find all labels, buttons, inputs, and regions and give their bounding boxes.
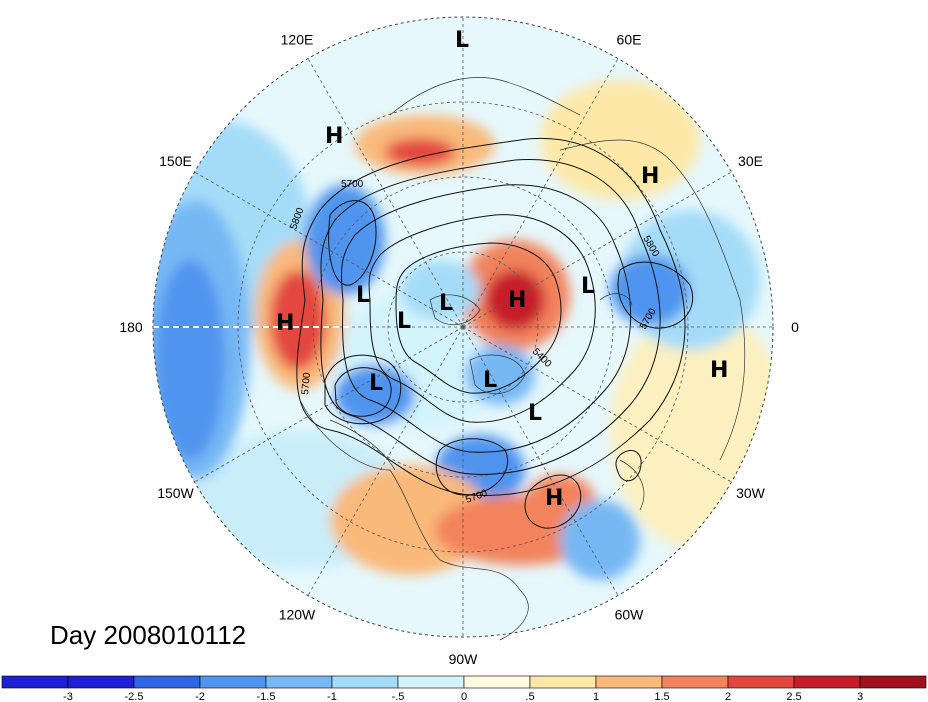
high-center-marker: H bbox=[325, 124, 343, 149]
colorbar-swatch bbox=[727, 675, 795, 689]
contour-label: 5700 bbox=[341, 179, 364, 190]
pressure-centers: L H H H L L L H L H L L H L H bbox=[276, 28, 728, 511]
meridian-line bbox=[307, 58, 464, 328]
longitude-label: 150W bbox=[157, 485, 194, 501]
contour-label: 5700 bbox=[300, 372, 313, 396]
day-label: Day 2008010112 bbox=[50, 620, 247, 650]
colorbar-swatch bbox=[331, 675, 399, 689]
colorbar-swatch bbox=[793, 675, 861, 689]
colorbar-swatch bbox=[67, 675, 135, 689]
colorbar-swatch bbox=[529, 675, 597, 689]
longitude-label: 90W bbox=[449, 651, 479, 667]
colorbar-swatch bbox=[661, 675, 729, 689]
longitude-label: 120E bbox=[281, 32, 314, 48]
colorbar-tick-label: 1.5 bbox=[654, 691, 669, 702]
low-center-marker: L bbox=[528, 401, 542, 426]
polar-map: 5700 5800 5800 5700 5700 5400 5700 90E60… bbox=[119, 0, 799, 667]
anomaly-field bbox=[153, 17, 773, 637]
longitude-label: 120W bbox=[279, 607, 316, 623]
low-center-marker: L bbox=[356, 283, 370, 308]
high-center-marker: H bbox=[710, 358, 728, 383]
longitude-label: 0 bbox=[791, 319, 799, 335]
longitude-label: 30W bbox=[736, 485, 766, 501]
meridians bbox=[153, 17, 773, 637]
colorbar-tick-label: 1 bbox=[593, 691, 599, 702]
low-center-marker: L bbox=[455, 28, 469, 53]
colorbar-tick-label: -1.5 bbox=[257, 691, 276, 702]
meridian-line bbox=[462, 326, 732, 483]
colorbar-tick-label: 0 bbox=[461, 691, 467, 702]
colorbar: -3 -2.5 -2 -1.5 -1 -.5 0 .5 1 1.5 2 2.5 3 bbox=[1, 675, 927, 702]
meridian-line bbox=[462, 326, 619, 596]
high-center-marker: H bbox=[545, 486, 563, 511]
colorbar-swatch bbox=[463, 675, 531, 689]
height-contours bbox=[296, 138, 693, 529]
colorbar-tick-label: -2 bbox=[195, 691, 205, 702]
meridian-line bbox=[462, 58, 619, 328]
colorbar-tick-label: 2 bbox=[725, 691, 731, 702]
meridian-line bbox=[194, 326, 464, 483]
colorbar-tick-label: -.5 bbox=[392, 691, 405, 702]
low-center-marker: L bbox=[369, 371, 383, 396]
colorbar-swatch bbox=[133, 675, 201, 689]
coastlines bbox=[299, 77, 746, 641]
low-center-marker: L bbox=[483, 368, 497, 393]
colorbar-tick-label: -3 bbox=[63, 691, 73, 702]
low-center-marker: L bbox=[581, 274, 595, 299]
colorbar-tick-label: .5 bbox=[525, 691, 534, 702]
high-center-marker: H bbox=[276, 311, 294, 336]
colorbar-tick-label: 3 bbox=[857, 691, 863, 702]
low-center-marker: L bbox=[439, 291, 453, 316]
colorbar-swatch bbox=[859, 675, 927, 689]
longitude-label: 30E bbox=[738, 153, 763, 169]
colorbar-swatch bbox=[199, 675, 267, 689]
longitude-label: 90E bbox=[451, 0, 476, 3]
low-center-marker: L bbox=[397, 309, 411, 334]
high-center-marker: H bbox=[641, 164, 659, 189]
map-boundary bbox=[152, 16, 774, 638]
colorbar-boxes bbox=[1, 675, 927, 689]
meridian-line bbox=[462, 171, 732, 328]
colorbar-swatch bbox=[397, 675, 465, 689]
colorbar-tick-label: -2.5 bbox=[125, 691, 144, 702]
colorbar-swatch bbox=[1, 675, 69, 689]
longitude-label: 60E bbox=[617, 32, 642, 48]
high-center-marker: H bbox=[508, 288, 526, 313]
colorbar-tick-label: 2.5 bbox=[786, 691, 801, 702]
longitude-label: 150E bbox=[159, 153, 192, 169]
colorbar-swatch bbox=[265, 675, 333, 689]
meridian-line bbox=[307, 326, 464, 596]
colorbar-ticks: -3 -2.5 -2 -1.5 -1 -.5 0 .5 1 1.5 2 2.5 3 bbox=[63, 691, 863, 702]
longitude-label: 180 bbox=[119, 319, 143, 335]
meridian-line bbox=[194, 171, 464, 328]
longitude-labels: 90E 60E 30E 0 30W 60W 90W 120W 150W 180 150E 120E bbox=[119, 0, 799, 667]
colorbar-tick-label: -1 bbox=[327, 691, 337, 702]
colorbar-swatch bbox=[595, 675, 663, 689]
longitude-label: 60W bbox=[615, 607, 645, 623]
